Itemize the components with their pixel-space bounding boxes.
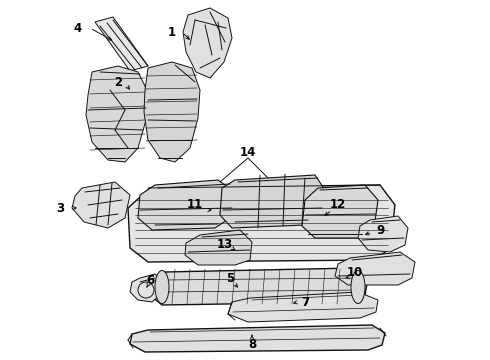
Text: 5: 5	[226, 271, 234, 284]
Polygon shape	[185, 230, 252, 265]
Polygon shape	[130, 274, 162, 302]
Text: 7: 7	[301, 296, 309, 309]
Text: 11: 11	[187, 198, 203, 211]
Circle shape	[138, 282, 154, 298]
Polygon shape	[358, 216, 408, 252]
Polygon shape	[128, 185, 395, 262]
Text: 6: 6	[146, 274, 154, 287]
Polygon shape	[335, 252, 415, 285]
Polygon shape	[72, 182, 130, 228]
Polygon shape	[144, 62, 200, 162]
Text: 2: 2	[114, 76, 122, 89]
Polygon shape	[95, 17, 148, 71]
Polygon shape	[150, 268, 368, 305]
Text: 8: 8	[248, 338, 256, 351]
Polygon shape	[130, 325, 385, 352]
Polygon shape	[220, 175, 325, 228]
Text: 3: 3	[56, 202, 64, 215]
Text: 10: 10	[347, 266, 363, 279]
Polygon shape	[138, 180, 235, 230]
Polygon shape	[302, 185, 378, 238]
Text: 9: 9	[376, 224, 384, 237]
Text: 1: 1	[168, 26, 176, 39]
Polygon shape	[183, 8, 232, 78]
Text: 14: 14	[240, 145, 256, 158]
Polygon shape	[86, 66, 148, 162]
Ellipse shape	[351, 270, 365, 303]
Text: 13: 13	[217, 238, 233, 252]
Ellipse shape	[155, 270, 169, 303]
Polygon shape	[228, 292, 378, 322]
Text: 12: 12	[330, 198, 346, 211]
Text: 4: 4	[74, 22, 82, 35]
